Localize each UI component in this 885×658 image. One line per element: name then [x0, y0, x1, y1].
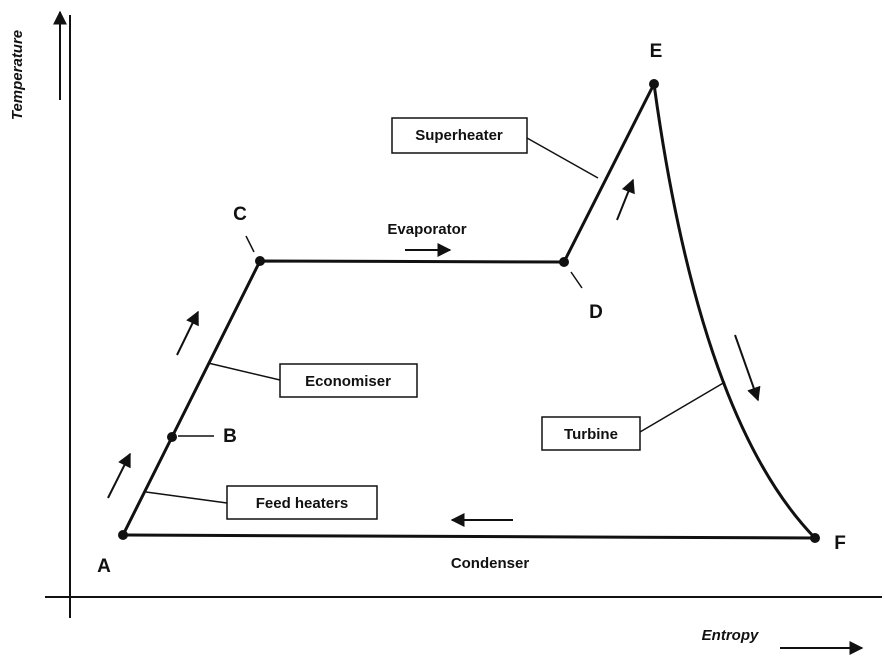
component-label: Feed heaters: [256, 495, 349, 512]
leader: [639, 381, 726, 433]
label-box: [541, 416, 641, 451]
leader: [245, 235, 255, 253]
component-label: Turbine: [564, 426, 618, 443]
point: [255, 256, 265, 266]
point-label: F: [834, 533, 846, 554]
component-label: Condenser: [451, 555, 530, 572]
component-label: Evaporator: [387, 221, 466, 238]
leader: [570, 271, 583, 289]
flow-arrow: [107, 452, 131, 499]
flow-arrow: [176, 310, 199, 356]
label-box: [391, 117, 528, 154]
point: [559, 257, 569, 267]
point-label: C: [233, 204, 247, 225]
label-box: [226, 485, 378, 520]
flow-arrows: [107, 178, 761, 527]
point-label: B: [223, 426, 237, 447]
point-label: E: [650, 41, 663, 62]
y-axis-label: Temperature: [9, 30, 26, 120]
point-label: A: [97, 556, 111, 577]
point: [649, 79, 659, 89]
label-box: [279, 363, 418, 398]
points: [118, 79, 820, 543]
point: [810, 533, 820, 543]
flow-arrow: [734, 334, 761, 402]
leader: [145, 491, 228, 504]
flow-arrow: [616, 178, 635, 221]
point: [118, 530, 128, 540]
component-label: Superheater: [415, 127, 503, 144]
x-axis-label: Entropy: [702, 627, 759, 644]
leader: [526, 137, 599, 179]
point-label: D: [589, 302, 603, 323]
component-label: Economiser: [305, 373, 391, 390]
leader: [207, 362, 281, 381]
point: [167, 432, 177, 442]
